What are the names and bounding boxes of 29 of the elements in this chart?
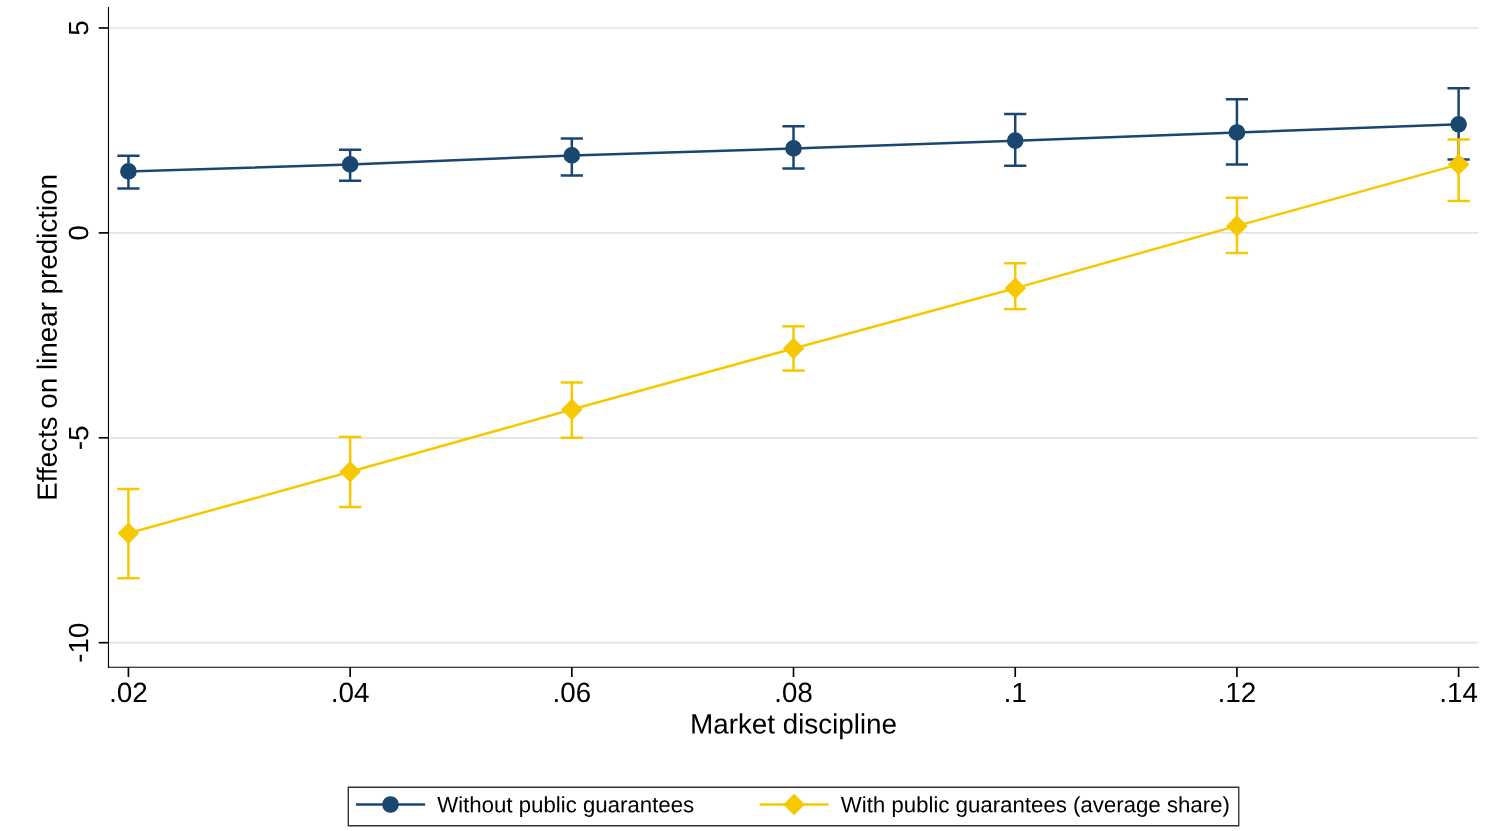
legend-label: Without public guarantees xyxy=(437,796,694,817)
point xyxy=(1450,115,1467,133)
y-tick-label: -5 xyxy=(69,426,89,449)
point xyxy=(785,140,802,157)
y-tick-label: -10 xyxy=(68,623,89,662)
x-tick-label: .12 xyxy=(1220,682,1255,703)
y-tick-label: 5 xyxy=(69,21,89,35)
point xyxy=(1226,215,1248,237)
y-axis-title: Effects on linear prediction xyxy=(36,175,63,499)
y-tick-label: 0 xyxy=(68,226,89,240)
point xyxy=(1228,124,1246,141)
point xyxy=(1004,277,1026,299)
point xyxy=(341,156,359,173)
point xyxy=(1006,132,1024,150)
legend-label: With public guarantees (average share) xyxy=(840,796,1229,817)
x-tick-label: .14 xyxy=(1441,682,1478,703)
x-tick-label: .06 xyxy=(555,682,590,703)
x-tick-label: .1 xyxy=(1006,682,1026,703)
point xyxy=(563,147,581,164)
point xyxy=(117,522,139,544)
point xyxy=(120,163,137,180)
point xyxy=(1448,153,1470,175)
point xyxy=(561,398,583,421)
x-tick-label: .08 xyxy=(776,682,812,703)
x-tick-label: .02 xyxy=(111,682,147,703)
x-tick-label: .04 xyxy=(333,682,369,703)
point xyxy=(783,337,805,359)
x-axis-title: Market discipline xyxy=(692,713,896,740)
point xyxy=(339,461,361,483)
